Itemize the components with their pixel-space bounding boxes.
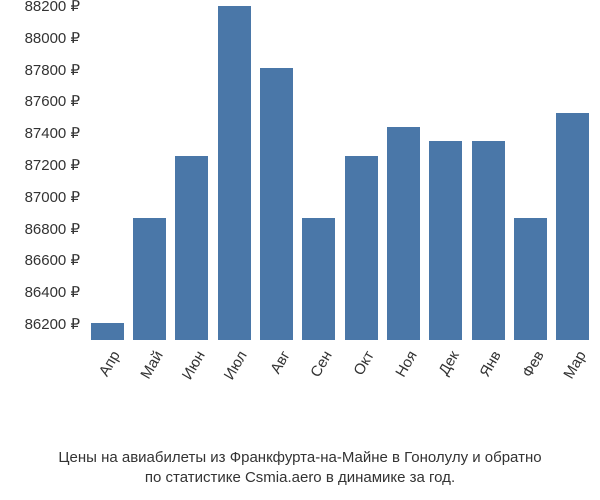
x-tick-label: Апр — [96, 348, 124, 379]
caption-line-1: Цены на авиабилеты из Франкфурта-на-Майн… — [58, 449, 541, 466]
bar — [175, 156, 208, 340]
x-tick-label: Мар — [560, 348, 589, 382]
x-tick-label: Фев — [519, 348, 548, 381]
caption-line-2: по статистике Csmia.aero в динамике за г… — [145, 469, 455, 486]
y-tick-label: 87600 ₽ — [0, 92, 86, 110]
y-tick-label: 88000 ₽ — [0, 29, 86, 47]
y-axis: 86200 ₽ 86400 ₽ 86600 ₽ 86800 ₽ 87000 ₽ 87200… — [0, 6, 86, 340]
y-tick-label: 87800 ₽ — [0, 61, 86, 79]
bar — [260, 68, 293, 340]
x-tick-label: Июн — [179, 348, 209, 383]
x-tick-label: Май — [137, 348, 166, 382]
bar — [133, 218, 166, 340]
x-tick-label: Авг — [267, 348, 293, 377]
y-tick-label: 88200 ₽ — [0, 0, 86, 15]
y-tick-label: 87400 ₽ — [0, 124, 86, 142]
bar — [302, 218, 335, 340]
bar — [514, 218, 547, 340]
bar — [345, 156, 378, 340]
plot-area: 86200 ₽86400 ₽86600 ₽86800 ₽87000 ₽87200… — [86, 6, 594, 340]
y-tick-label: 86600 ₽ — [0, 251, 86, 269]
x-tick-label: Сен — [307, 348, 335, 380]
price-chart: 86200 ₽ 86400 ₽ 86600 ₽ 86800 ₽ 87000 ₽ 87200… — [0, 0, 600, 500]
y-tick-label: 86400 ₽ — [0, 283, 86, 301]
bar — [472, 141, 505, 340]
x-tick-label: Июл — [221, 348, 251, 383]
bar — [556, 113, 589, 340]
y-tick-label: 86800 ₽ — [0, 220, 86, 238]
bars-group — [86, 6, 594, 340]
y-tick-label: 86200 ₽ — [0, 315, 86, 333]
y-tick-label: 87000 ₽ — [0, 188, 86, 206]
bar — [387, 127, 420, 340]
x-tick-label: Окт — [351, 348, 378, 378]
x-tick-label: Дек — [435, 348, 462, 378]
chart-caption: Цены на авиабилеты из Франкфурта-на-Майн… — [0, 448, 600, 489]
y-tick-label: 87200 ₽ — [0, 156, 86, 174]
bar — [218, 6, 251, 340]
x-tick-label: Ноя — [392, 348, 420, 380]
bar — [429, 141, 462, 340]
bar — [91, 323, 124, 340]
x-tick-label: Янв — [477, 348, 505, 380]
